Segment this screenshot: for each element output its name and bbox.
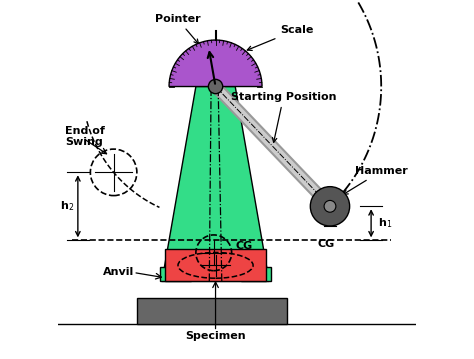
Text: h$_2$: h$_2$: [60, 199, 74, 213]
Circle shape: [324, 200, 336, 212]
Polygon shape: [241, 253, 271, 281]
Text: CG: CG: [318, 238, 335, 248]
Circle shape: [310, 187, 350, 226]
Text: Scale: Scale: [247, 25, 313, 51]
Wedge shape: [169, 40, 262, 87]
Text: h$_1$: h$_1$: [378, 216, 392, 230]
Text: Anvil: Anvil: [103, 267, 135, 278]
Polygon shape: [162, 87, 269, 281]
Bar: [165, 249, 265, 281]
Polygon shape: [160, 253, 191, 281]
Text: Starting Position: Starting Position: [231, 92, 336, 142]
Bar: [137, 298, 287, 324]
Circle shape: [209, 79, 223, 94]
Text: End of
Swing: End of Swing: [65, 126, 105, 148]
Text: Hammer: Hammer: [343, 166, 408, 194]
Text: CG: CG: [235, 241, 253, 251]
Text: Specimen: Specimen: [185, 331, 246, 341]
Text: Pointer: Pointer: [155, 14, 201, 44]
